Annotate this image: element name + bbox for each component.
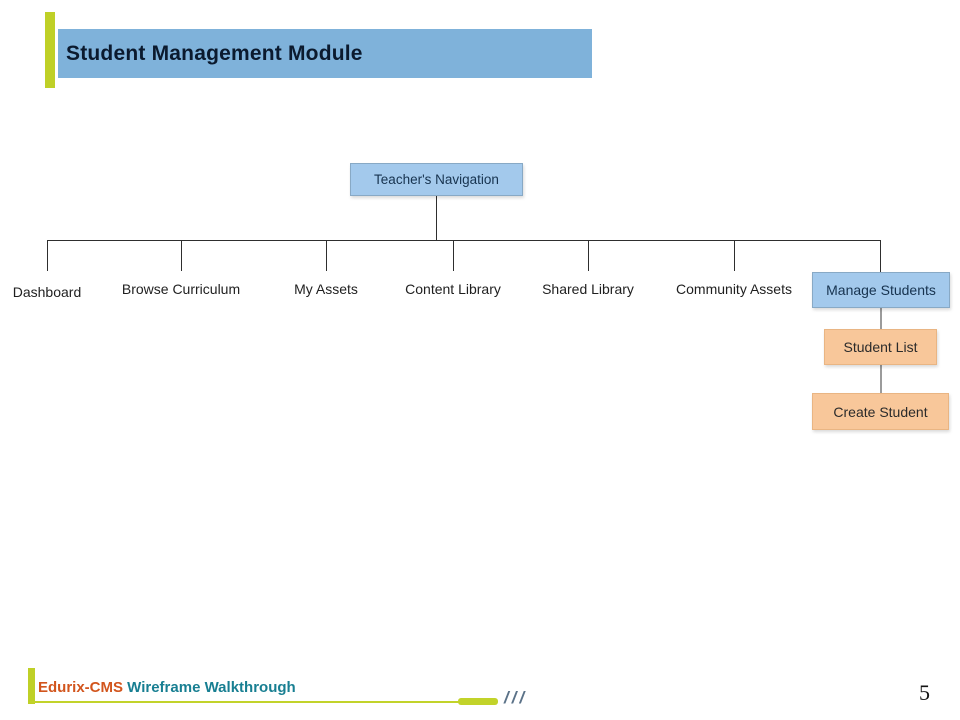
node-create-student: Create Student: [812, 393, 949, 430]
connector-drop-community-assets: [734, 240, 735, 271]
connector-drop-my-assets: [326, 240, 327, 271]
footer-rule-endcap: [458, 698, 498, 705]
node-teachers-navigation: Teacher's Navigation: [350, 163, 523, 196]
node-community-assets: Community Assets: [676, 281, 792, 297]
node-content-library: Content Library: [405, 281, 501, 297]
title-bar: Student Management Module: [58, 29, 592, 78]
connector-drop-browse-curriculum: [181, 240, 182, 271]
footer-subtitle: Wireframe Walkthrough: [123, 679, 296, 696]
node-manage-students: Manage Students: [812, 272, 950, 308]
connector-drop-manage-students: [880, 240, 881, 272]
footer-brand: Edurix-CMS: [38, 679, 124, 696]
footer-accent-bar: [28, 668, 35, 704]
page-title: Student Management Module: [66, 41, 363, 65]
connector-drop-shared-library: [588, 240, 589, 271]
connector-rail: [47, 240, 881, 241]
title-accent-bar: [45, 12, 55, 88]
page-number: 5: [919, 680, 930, 705]
node-my-assets: My Assets: [294, 281, 358, 297]
node-shared-library: Shared Library: [542, 281, 634, 297]
node-dashboard: Dashboard: [12, 284, 82, 300]
node-browse-curriculum: Browse Curriculum: [121, 281, 241, 297]
connector-root-drop: [436, 196, 437, 240]
connector-drop-dashboard: [47, 240, 48, 271]
slash-marks: ///: [504, 688, 528, 707]
footer-rule: [30, 701, 460, 703]
footer-text: Edurix-CMS Wireframe Walkthrough: [38, 679, 296, 696]
node-student-list: Student List: [824, 329, 937, 365]
connector-drop-content-library: [453, 240, 454, 271]
